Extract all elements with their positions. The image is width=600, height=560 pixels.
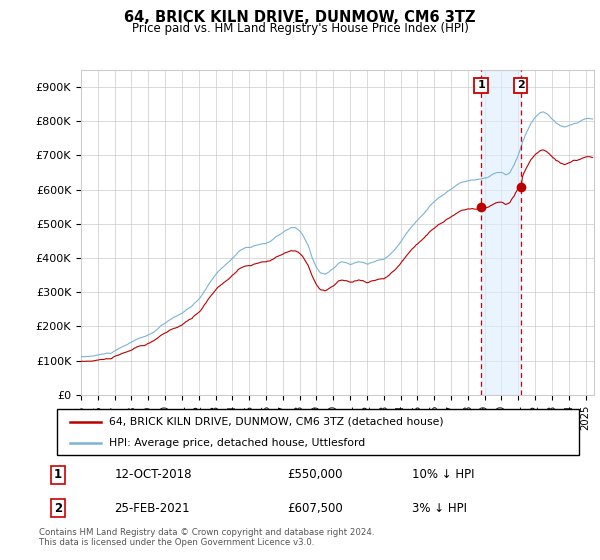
Text: £550,000: £550,000: [287, 468, 343, 482]
Text: 2: 2: [54, 502, 62, 515]
FancyBboxPatch shape: [57, 409, 579, 455]
Text: 12-OCT-2018: 12-OCT-2018: [115, 468, 192, 482]
Text: 25-FEB-2021: 25-FEB-2021: [115, 502, 190, 515]
Text: 64, BRICK KILN DRIVE, DUNMOW, CM6 3TZ: 64, BRICK KILN DRIVE, DUNMOW, CM6 3TZ: [124, 10, 476, 25]
Text: 64, BRICK KILN DRIVE, DUNMOW, CM6 3TZ (detached house): 64, BRICK KILN DRIVE, DUNMOW, CM6 3TZ (d…: [109, 417, 444, 427]
Text: 1: 1: [477, 81, 485, 90]
Text: 1: 1: [54, 468, 62, 482]
Text: 3% ↓ HPI: 3% ↓ HPI: [412, 502, 467, 515]
Text: £607,500: £607,500: [287, 502, 343, 515]
Bar: [481, 70, 521, 395]
Text: 2: 2: [517, 81, 525, 90]
Text: HPI: Average price, detached house, Uttlesford: HPI: Average price, detached house, Uttl…: [109, 438, 365, 448]
Text: Contains HM Land Registry data © Crown copyright and database right 2024.
This d: Contains HM Land Registry data © Crown c…: [39, 528, 374, 547]
Text: 10% ↓ HPI: 10% ↓ HPI: [412, 468, 474, 482]
Text: Price paid vs. HM Land Registry's House Price Index (HPI): Price paid vs. HM Land Registry's House …: [131, 22, 469, 35]
